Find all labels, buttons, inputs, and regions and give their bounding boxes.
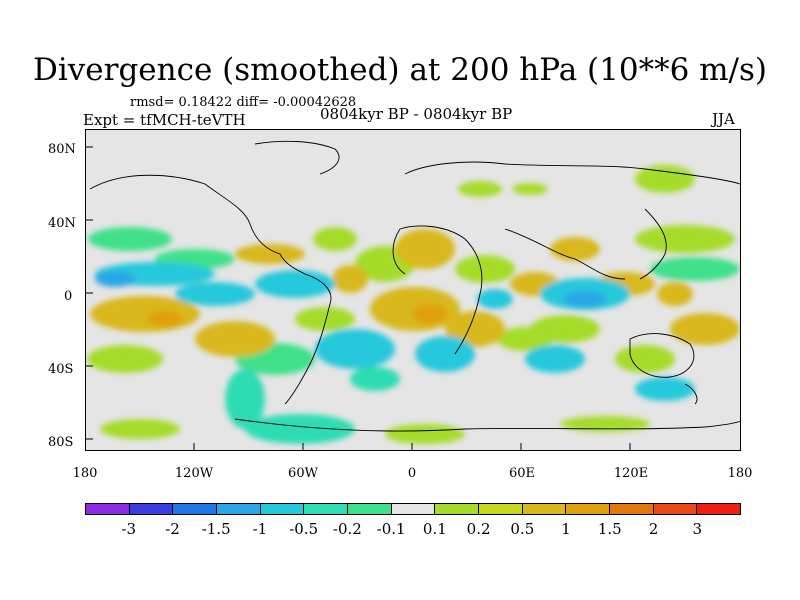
x-tick-label-180w: 180 — [72, 466, 98, 481]
colorbar-label: 3 — [692, 520, 703, 538]
divergence-map — [85, 129, 742, 451]
colorbar-swatch — [566, 504, 611, 514]
y-tick-label-80s: 80S — [48, 435, 74, 450]
colorbar-label: -2 — [165, 520, 180, 538]
colorbar-swatch — [391, 504, 436, 514]
x-tick-label-180e: 180 — [727, 466, 753, 481]
axis-ticks — [85, 146, 631, 451]
colorbar-label: -1 — [252, 520, 268, 538]
colorbar-label: 1 — [561, 520, 571, 538]
statistics-line: rmsd= 0.18422 diff= -0.00042628 — [130, 95, 357, 110]
colorbar-swatch — [522, 504, 567, 514]
colorbar-swatch — [86, 504, 130, 514]
colorbar-swatch — [435, 504, 480, 514]
colorbar-label: -0.1 — [376, 520, 406, 538]
colorbar-swatch — [697, 504, 741, 514]
coastlines — [89, 140, 742, 432]
period-label: 0804kyr BP - 0804kyr BP — [320, 105, 513, 123]
season-label: JJA — [712, 110, 735, 128]
colorbar-label: -1.5 — [201, 520, 231, 538]
x-tick-label-120e: 120E — [613, 466, 649, 481]
colorbar-swatch — [217, 504, 261, 514]
colorbar-swatch — [653, 504, 698, 514]
colorbar-label: -0.2 — [332, 520, 362, 538]
colorbar-label: -3 — [121, 520, 137, 538]
colorbar-swatch — [304, 504, 349, 514]
colorbar-label: 2 — [648, 520, 659, 538]
colorbar-label: 0.2 — [466, 520, 491, 538]
page-title: Divergence (smoothed) at 200 hPa (10**6 … — [33, 52, 767, 88]
colorbar — [85, 503, 741, 515]
colorbar-swatch — [260, 504, 305, 514]
experiment-label: Expt = tfMCH-teVTH — [83, 111, 246, 129]
colorbar-swatch — [479, 504, 523, 514]
colorbar-label: 1.5 — [597, 520, 622, 538]
y-tick-label-0: 0 — [64, 289, 73, 304]
colorbar-swatch — [610, 504, 654, 514]
colorbar-swatch — [173, 504, 218, 514]
x-tick-label-0: 0 — [407, 466, 417, 481]
colorbar-label: -0.5 — [289, 520, 319, 538]
map-canvas — [85, 129, 742, 451]
x-tick-label-60w: 60W — [288, 466, 318, 481]
colorbar-label: 0.5 — [510, 520, 535, 538]
colorbar-swatch — [129, 504, 174, 514]
divergence-field — [87, 165, 740, 444]
colorbar-swatch — [348, 504, 392, 514]
colorbar-label: 0.1 — [422, 520, 447, 538]
x-tick-label-120w: 120W — [174, 466, 214, 481]
y-tick-label-40n: 40N — [48, 216, 76, 231]
y-tick-label-80n: 80N — [48, 142, 76, 157]
y-tick-label-40s: 40S — [48, 362, 74, 377]
x-tick-label-60e: 60E — [508, 466, 536, 481]
